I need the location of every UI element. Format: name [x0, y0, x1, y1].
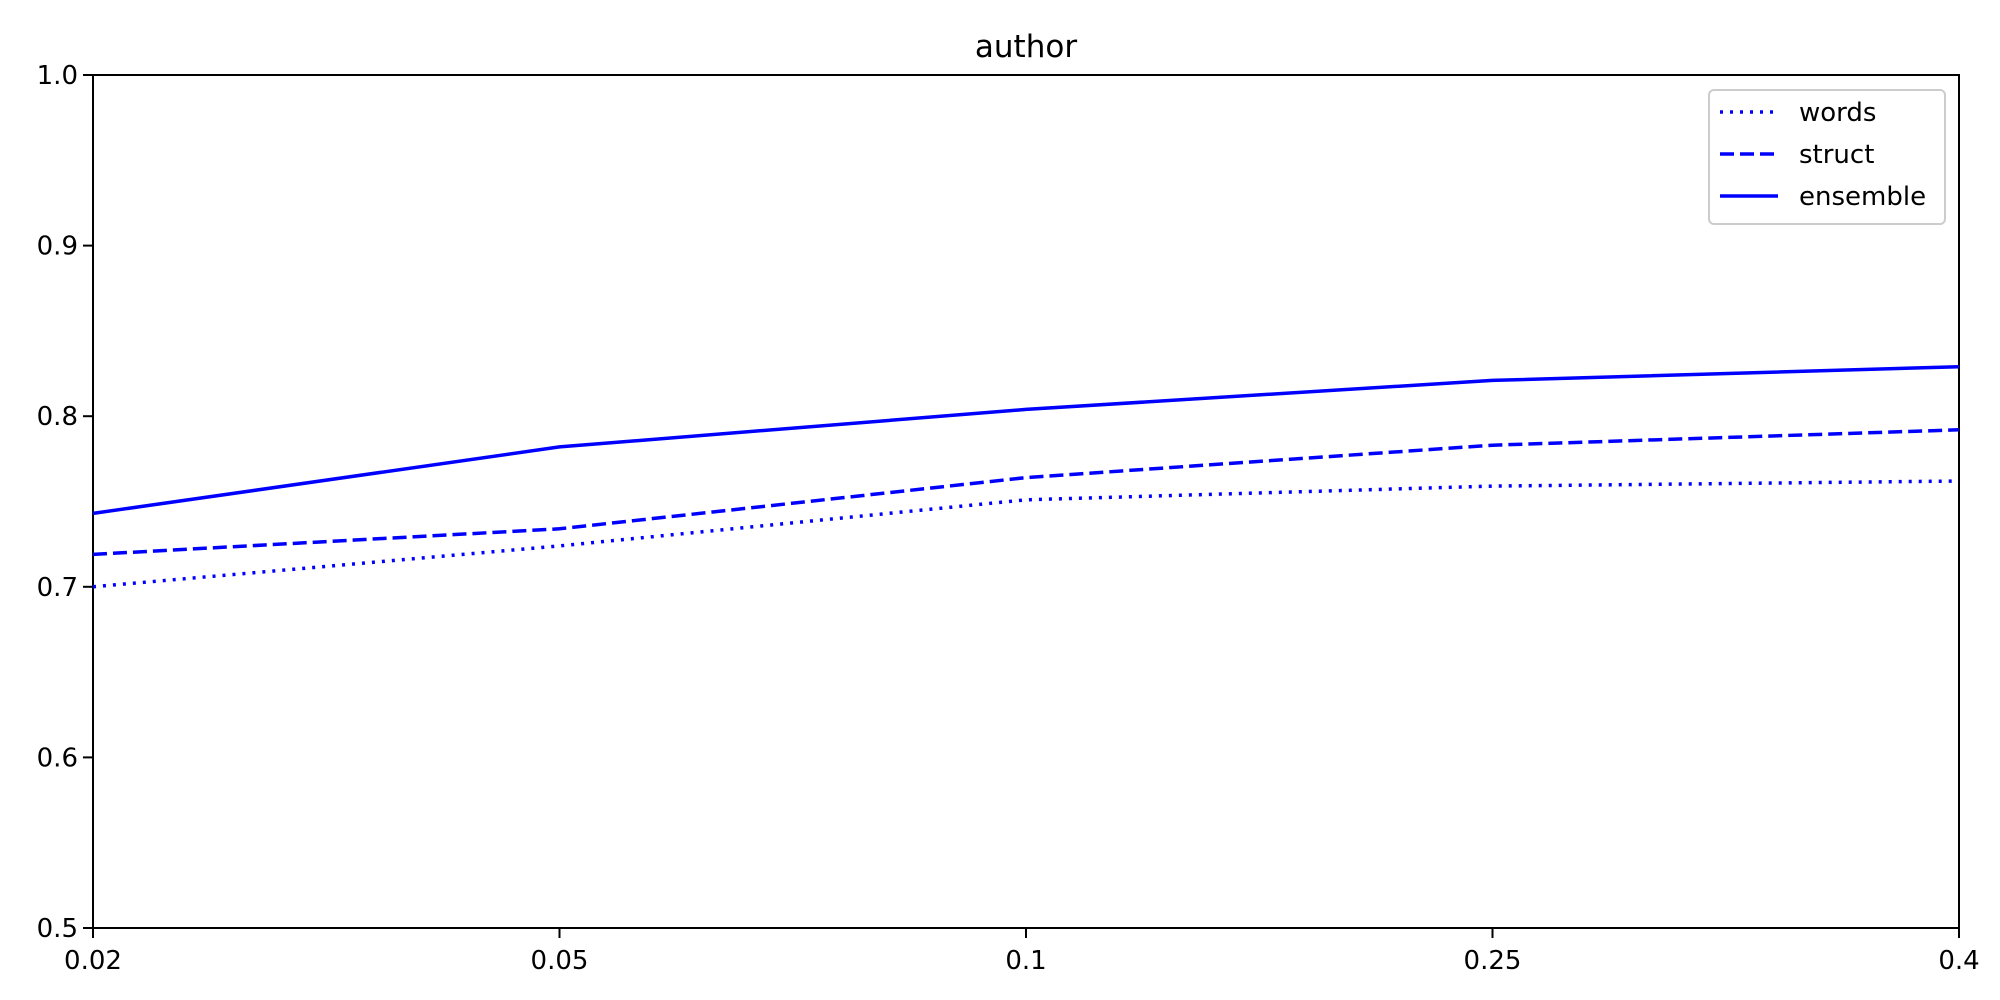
series-line-struct	[92, 428, 1960, 557]
legend-box	[1708, 89, 1946, 225]
x-tick-label: 0.25	[1464, 946, 1522, 976]
legend-label-struct: struct	[1799, 140, 1874, 170]
y-axis: 0.5 0.6 0.7 0.8 0.9 1.0	[37, 61, 93, 944]
chart-title: author	[975, 29, 1077, 65]
legend-label-words: words	[1799, 98, 1876, 128]
x-axis: 0.02 0.05 0.1 0.25 0.4	[64, 928, 1980, 976]
x-tick-label: 0.1	[1005, 946, 1046, 976]
y-tick-label: 1.0	[37, 61, 78, 91]
y-tick-label: 0.7	[37, 573, 78, 603]
series-line-words	[92, 479, 1960, 589]
y-tick-label: 0.8	[37, 402, 78, 432]
x-tick-label: 0.4	[1938, 946, 1979, 976]
x-tick-label: 0.02	[64, 946, 122, 976]
y-tick-label: 0.6	[37, 743, 78, 773]
legend-label-ensemble: ensemble	[1799, 182, 1926, 212]
y-tick-label: 0.5	[37, 914, 78, 944]
series-line-ensemble	[92, 364, 1960, 516]
x-tick-label: 0.05	[531, 946, 589, 976]
y-tick-label: 0.9	[37, 232, 78, 262]
series-lines	[92, 364, 1960, 589]
legend: words struct ensemble	[1708, 89, 1946, 225]
